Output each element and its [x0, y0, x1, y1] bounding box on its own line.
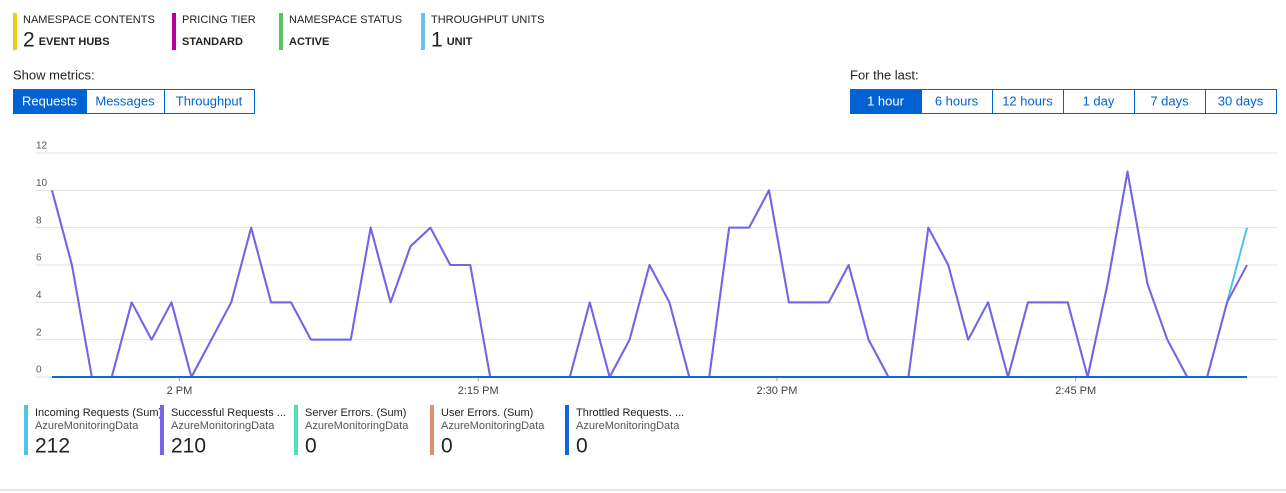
legend-name: Server Errors. (Sum) [305, 407, 406, 419]
option-label[interactable]: Requests [22, 93, 77, 108]
series-line [51, 170, 1248, 378]
y-tick-label: 4 [36, 290, 42, 301]
x-tick-label: 2:30 PM [756, 385, 797, 397]
legend-swatch [24, 405, 28, 455]
legend-name: User Errors. (Sum) [441, 407, 533, 419]
option-label[interactable]: 1 hour [867, 93, 905, 108]
legend-source: AzureMonitoringData [35, 420, 139, 432]
legend-source: AzureMonitoringData [576, 420, 680, 432]
tile-value: 1 [431, 29, 443, 52]
legend-swatch [565, 405, 569, 455]
option-label[interactable]: 30 days [1218, 93, 1264, 108]
legend-total: 210 [171, 435, 206, 458]
y-tick-label: 10 [36, 178, 48, 189]
legend-swatch [294, 405, 298, 455]
y-tick-label: 8 [36, 215, 42, 226]
tile-accent [279, 13, 283, 50]
tile-unit: ACTIVE [289, 36, 329, 48]
legend-total: 0 [305, 435, 317, 458]
legend-total: 0 [576, 435, 588, 458]
option-label[interactable]: Throughput [176, 93, 243, 108]
series-line [51, 170, 1248, 378]
legend-source: AzureMonitoringData [441, 420, 545, 432]
y-tick-label: 12 [36, 141, 48, 152]
y-tick-label: 2 [36, 327, 42, 338]
legend-source: AzureMonitoringData [305, 420, 409, 432]
option-label[interactable]: 7 days [1150, 93, 1189, 108]
tile-label: NAMESPACE CONTENTS [23, 14, 155, 26]
x-tick-label: 2:15 PM [458, 385, 499, 397]
x-tick-label: 2:45 PM [1055, 385, 1096, 397]
metrics-label: Show metrics: [13, 67, 95, 82]
option-label[interactable]: 12 hours [1002, 93, 1053, 108]
option-button[interactable] [164, 89, 255, 114]
legend-name: Successful Requests ... [171, 407, 286, 419]
y-tick-label: 6 [36, 253, 42, 264]
legend-swatch [160, 405, 164, 455]
option-button[interactable] [1205, 89, 1277, 114]
legend-name: Incoming Requests (Sum) [35, 407, 162, 419]
legend-name: Throttled Requests. ... [576, 407, 684, 419]
legend-swatch [430, 405, 434, 455]
tile-accent [421, 13, 425, 50]
option-label[interactable]: 6 hours [935, 93, 979, 108]
option-label[interactable]: 1 day [1083, 93, 1115, 108]
option-label[interactable]: Messages [95, 93, 155, 108]
tile-unit: UNIT [447, 36, 473, 48]
tile-unit: STANDARD [182, 36, 243, 48]
y-tick-label: 0 [36, 365, 42, 376]
tile-label: PRICING TIER [182, 14, 256, 26]
tile-accent [172, 13, 176, 50]
tile-label: NAMESPACE STATUS [289, 14, 402, 26]
tile-accent [13, 13, 17, 50]
x-tick-label: 2 PM [167, 385, 193, 397]
legend-total: 212 [35, 435, 70, 458]
option-button[interactable] [86, 89, 165, 114]
tile-value: 2 [23, 29, 35, 52]
legend-source: AzureMonitoringData [171, 420, 275, 432]
tile-label: THROUGHPUT UNITS [431, 14, 544, 26]
range-label: For the last: [850, 67, 919, 82]
tile-unit: EVENT HUBS [39, 36, 110, 48]
legend-total: 0 [441, 435, 453, 458]
